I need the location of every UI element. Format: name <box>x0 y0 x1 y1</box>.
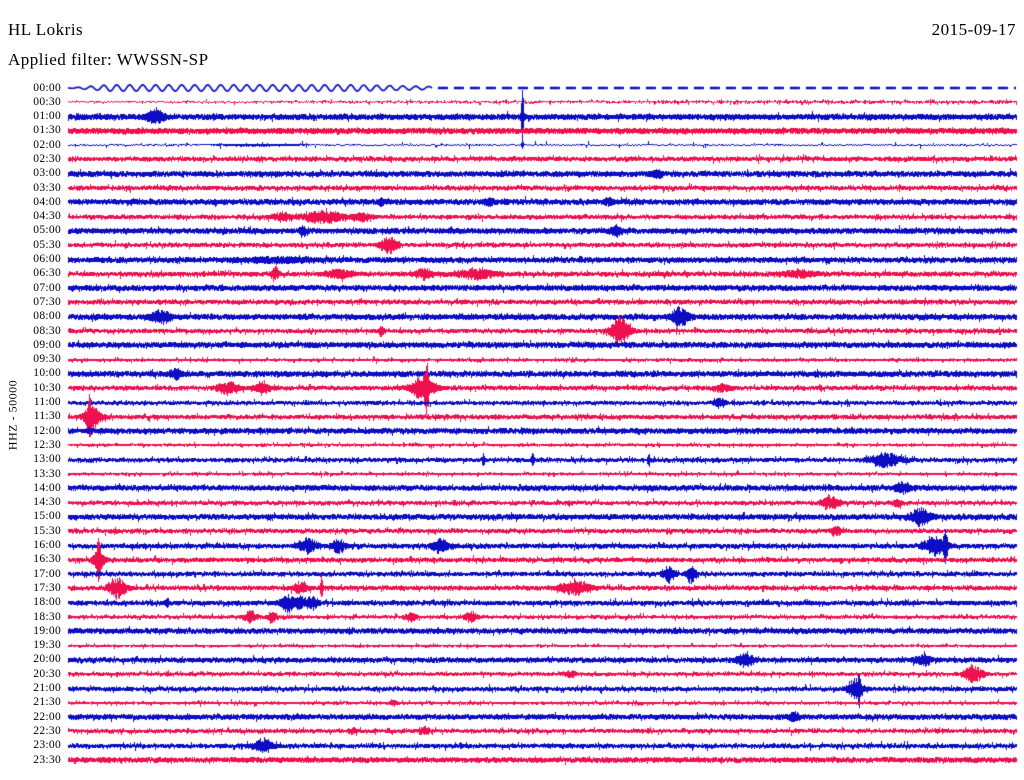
seismogram-traces-canvas <box>0 0 1024 780</box>
helicorder-page: HL Lokris 2015-09-17 Applied filter: WWS… <box>0 0 1024 780</box>
